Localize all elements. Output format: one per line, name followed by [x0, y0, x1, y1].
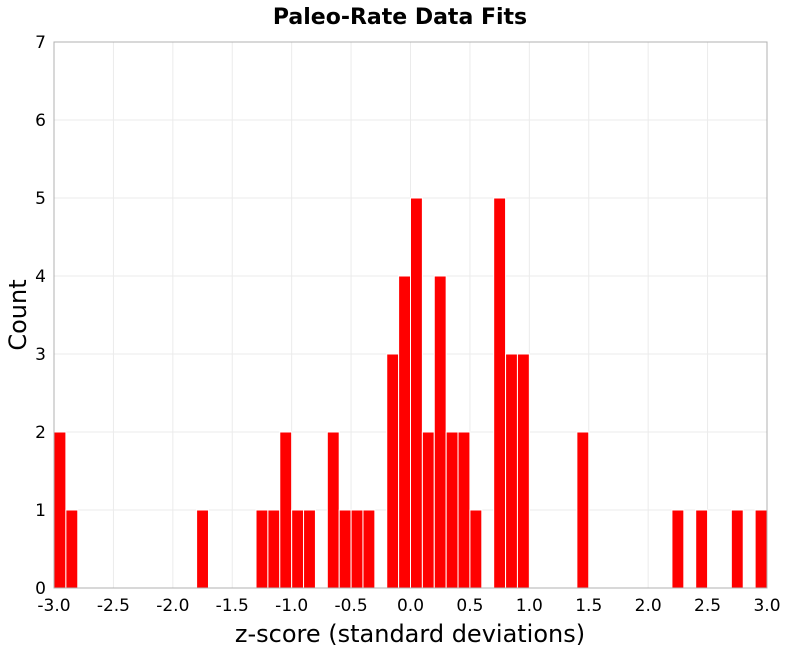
histogram-bar [457, 431, 471, 589]
histogram-bars [53, 197, 768, 589]
histogram-bar [730, 509, 744, 589]
histogram-bar [326, 431, 340, 589]
histogram-bar [53, 431, 67, 589]
x-tick-label: 2.0 [635, 596, 662, 616]
y-axis-label: Count [4, 279, 32, 350]
x-tick-label: 1.5 [575, 596, 602, 616]
histogram-bar [65, 509, 79, 589]
x-tick-label: 2.5 [694, 596, 721, 616]
histogram-bar [421, 431, 435, 589]
y-tick-label: 4 [35, 267, 46, 287]
histogram-bar [410, 197, 423, 589]
histogram-bar [291, 509, 305, 589]
y-tick-label: 6 [35, 111, 46, 131]
y-tick-label: 5 [35, 189, 46, 209]
histogram-bar [576, 431, 590, 589]
histogram-bar [267, 509, 281, 589]
histogram-bar [196, 509, 209, 589]
x-tick-label: -2.5 [97, 596, 130, 616]
x-tick-label: 1.0 [516, 596, 543, 616]
histogram-bar [516, 353, 530, 589]
histogram-bar [505, 353, 518, 589]
x-tick-label: -3.0 [37, 596, 70, 616]
x-tick-label: -2.0 [156, 596, 189, 616]
x-tick-label: -1.5 [216, 596, 249, 616]
histogram-bar [350, 509, 364, 589]
histogram-bar [279, 431, 293, 589]
histogram-bar [386, 353, 400, 589]
y-tick-label: 7 [35, 33, 46, 53]
x-tick-label: 0.0 [397, 596, 424, 616]
histogram-bar [695, 509, 709, 589]
histogram-bar [362, 509, 376, 589]
y-tick-label: 0 [35, 579, 46, 599]
histogram-bar [671, 509, 685, 589]
x-tick-label: 3.0 [753, 596, 780, 616]
y-tick-labels: 0 1 2 3 4 5 6 7 [35, 33, 46, 599]
x-tick-label: 0.5 [456, 596, 483, 616]
histogram-bar [445, 431, 459, 589]
histogram-bar [255, 509, 269, 589]
x-tick-label: -0.5 [334, 596, 367, 616]
x-axis-label: z-score (standard deviations) [235, 620, 585, 648]
y-tick-label: 3 [35, 345, 46, 365]
histogram-bar [433, 275, 447, 589]
histogram-bar [303, 509, 316, 589]
x-tick-label: -1.0 [275, 596, 308, 616]
histogram-bar [398, 275, 412, 589]
histogram-bar [469, 509, 483, 589]
x-tick-labels: -3.0 -2.5 -2.0 -1.5 -1.0 -0.5 0.0 0.5 1.0 1.5 2.0 2… [37, 596, 780, 616]
chart-title: Paleo-Rate Data Fits [273, 5, 527, 30]
histogram-bar [493, 197, 507, 589]
histogram-bar [754, 509, 768, 589]
plot-frame [53, 41, 768, 589]
y-tick-label: 2 [35, 423, 46, 443]
histogram-bar [338, 509, 352, 589]
y-tick-label: 1 [35, 501, 46, 521]
